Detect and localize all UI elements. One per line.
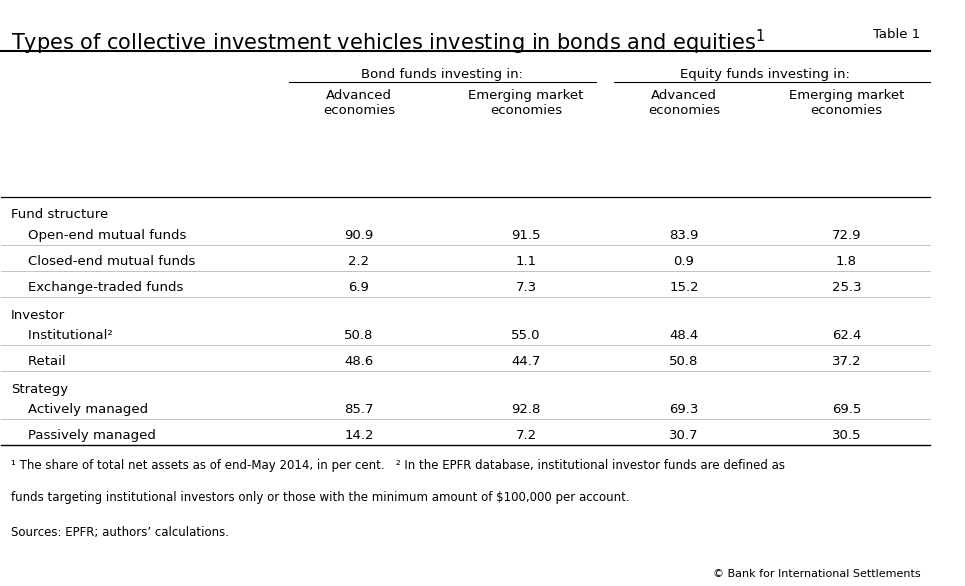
Text: © Bank for International Settlements: © Bank for International Settlements — [713, 569, 921, 579]
Text: 55.0: 55.0 — [511, 329, 540, 342]
Text: Closed-end mutual funds: Closed-end mutual funds — [11, 255, 195, 268]
Text: 85.7: 85.7 — [345, 403, 373, 416]
Text: Strategy: Strategy — [11, 383, 68, 396]
Text: 44.7: 44.7 — [511, 355, 540, 369]
Text: Bond funds investing in:: Bond funds investing in: — [362, 69, 523, 81]
Text: Passively managed: Passively managed — [11, 430, 155, 442]
Text: 69.5: 69.5 — [832, 403, 861, 416]
Text: 50.8: 50.8 — [670, 355, 699, 369]
Text: 1.1: 1.1 — [515, 255, 537, 268]
Text: Open-end mutual funds: Open-end mutual funds — [11, 229, 186, 242]
Text: 50.8: 50.8 — [345, 329, 373, 342]
Text: Advanced
economies: Advanced economies — [648, 89, 720, 117]
Text: 6.9: 6.9 — [348, 281, 370, 294]
Text: 0.9: 0.9 — [674, 255, 695, 268]
Text: 25.3: 25.3 — [832, 281, 861, 294]
Text: Advanced
economies: Advanced economies — [323, 89, 395, 117]
Text: Actively managed: Actively managed — [11, 403, 148, 416]
Text: 37.2: 37.2 — [832, 355, 861, 369]
Text: Retail: Retail — [11, 355, 66, 369]
Text: Institutional²: Institutional² — [11, 329, 113, 342]
Text: Table 1: Table 1 — [873, 28, 921, 40]
Text: 62.4: 62.4 — [832, 329, 861, 342]
Text: 90.9: 90.9 — [345, 229, 373, 242]
Text: 72.9: 72.9 — [832, 229, 861, 242]
Text: 7.3: 7.3 — [515, 281, 537, 294]
Text: 92.8: 92.8 — [511, 403, 540, 416]
Text: Exchange-traded funds: Exchange-traded funds — [11, 281, 183, 294]
Text: 30.5: 30.5 — [832, 430, 861, 442]
Text: Emerging market
economies: Emerging market economies — [468, 89, 584, 117]
Text: Fund structure: Fund structure — [11, 209, 108, 222]
Text: Equity funds investing in:: Equity funds investing in: — [680, 69, 850, 81]
Text: funds targeting institutional investors only or those with the minimum amount of: funds targeting institutional investors … — [11, 491, 629, 505]
Text: 7.2: 7.2 — [515, 430, 537, 442]
Text: 30.7: 30.7 — [669, 430, 699, 442]
Text: Types of collective investment vehicles investing in bonds and equities$^1$: Types of collective investment vehicles … — [11, 28, 765, 57]
Text: 14.2: 14.2 — [345, 430, 373, 442]
Text: 15.2: 15.2 — [669, 281, 699, 294]
Text: Emerging market
economies: Emerging market economies — [788, 89, 904, 117]
Text: 1.8: 1.8 — [836, 255, 857, 268]
Text: Sources: EPFR; authors’ calculations.: Sources: EPFR; authors’ calculations. — [11, 526, 229, 539]
Text: 48.6: 48.6 — [345, 355, 373, 369]
Text: 2.2: 2.2 — [348, 255, 370, 268]
Text: ¹ The share of total net assets as of end-May 2014, in per cent.   ² In the EPFR: ¹ The share of total net assets as of en… — [11, 459, 785, 472]
Text: 69.3: 69.3 — [670, 403, 699, 416]
Text: Investor: Investor — [11, 309, 65, 322]
Text: 83.9: 83.9 — [670, 229, 699, 242]
Text: 91.5: 91.5 — [511, 229, 540, 242]
Text: 48.4: 48.4 — [670, 329, 699, 342]
